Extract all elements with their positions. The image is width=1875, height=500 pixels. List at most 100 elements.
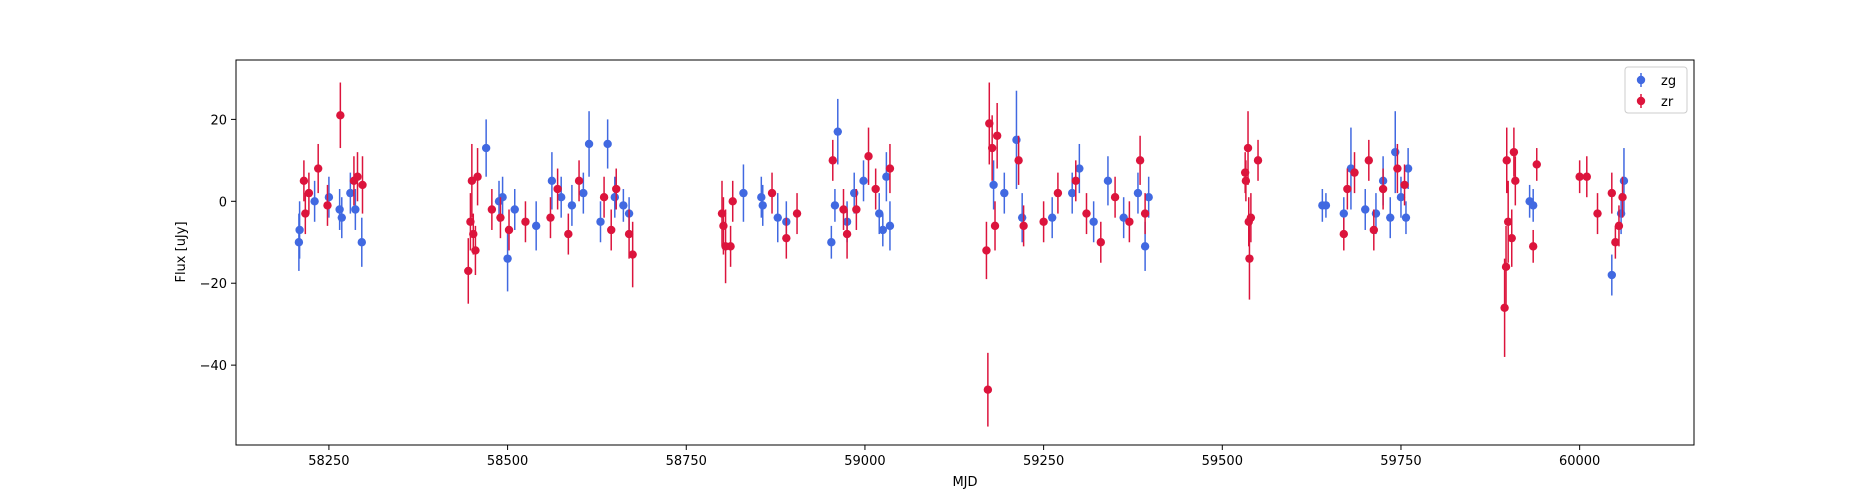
data-point-zr bbox=[1615, 222, 1623, 230]
data-point-zr bbox=[323, 201, 331, 209]
data-point-zr bbox=[353, 173, 361, 181]
data-point-zg bbox=[757, 193, 765, 201]
data-point-zg bbox=[827, 238, 835, 246]
data-point-zg bbox=[1141, 242, 1149, 250]
data-point-zr bbox=[1039, 218, 1047, 226]
legend-label-zg: zg bbox=[1661, 74, 1676, 89]
data-point-zr bbox=[471, 246, 479, 254]
data-point-zr bbox=[1136, 156, 1144, 164]
data-point-zg bbox=[1529, 201, 1537, 209]
data-point-zr bbox=[843, 230, 851, 238]
legend: zg zr bbox=[1625, 67, 1687, 113]
data-point-zr bbox=[864, 152, 872, 160]
data-point-zg bbox=[498, 193, 506, 201]
data-point-zg bbox=[532, 222, 540, 230]
data-point-zg bbox=[335, 205, 343, 213]
data-point-zr bbox=[1254, 156, 1262, 164]
data-point-zr bbox=[314, 164, 322, 172]
data-point-zr bbox=[726, 242, 734, 250]
data-point-zr bbox=[1141, 209, 1149, 217]
data-point-zr bbox=[564, 230, 572, 238]
data-point-zg bbox=[611, 193, 619, 201]
data-point-zr bbox=[871, 185, 879, 193]
y-tick-label: −40 bbox=[200, 359, 227, 374]
data-point-zg bbox=[338, 213, 346, 221]
data-point-zr bbox=[1072, 177, 1080, 185]
data-point-zr bbox=[829, 156, 837, 164]
data-point-zr bbox=[719, 222, 727, 230]
data-point-zg bbox=[1322, 201, 1330, 209]
data-point-zr bbox=[782, 234, 790, 242]
data-point-zg bbox=[1048, 213, 1056, 221]
data-point-zr bbox=[607, 226, 615, 234]
data-point-zg bbox=[1391, 148, 1399, 156]
data-point-zr bbox=[1014, 156, 1022, 164]
data-point-zg bbox=[1386, 213, 1394, 221]
data-point-zr bbox=[852, 205, 860, 213]
x-tick-label: 58250 bbox=[308, 454, 349, 469]
data-point-zg bbox=[886, 222, 894, 230]
data-point-zg bbox=[351, 205, 359, 213]
data-point-zr bbox=[1500, 304, 1508, 312]
data-point-zr bbox=[336, 111, 344, 119]
data-point-zr bbox=[1245, 254, 1253, 262]
data-point-zg bbox=[482, 144, 490, 152]
x-tick-label: 59250 bbox=[1023, 454, 1064, 469]
data-point-zg bbox=[1134, 189, 1142, 197]
data-point-zr bbox=[1082, 209, 1090, 217]
data-point-zr bbox=[1400, 181, 1408, 189]
data-point-zr bbox=[984, 386, 992, 394]
data-point-zr bbox=[886, 164, 894, 172]
data-point-zg bbox=[596, 218, 604, 226]
data-point-zg bbox=[989, 181, 997, 189]
data-point-zg bbox=[585, 140, 593, 148]
data-point-zr bbox=[1111, 193, 1119, 201]
data-point-zg bbox=[548, 177, 556, 185]
legend-marker-zr bbox=[1637, 97, 1645, 105]
data-point-zg bbox=[1372, 209, 1380, 217]
data-point-zg bbox=[603, 140, 611, 148]
data-point-zr bbox=[1242, 177, 1250, 185]
data-point-zr bbox=[358, 181, 366, 189]
data-point-zg bbox=[1402, 213, 1410, 221]
data-point-zg bbox=[1104, 177, 1112, 185]
data-point-zg bbox=[831, 201, 839, 209]
data-point-zg bbox=[1361, 205, 1369, 213]
data-point-zr bbox=[464, 267, 472, 275]
data-point-zr bbox=[1019, 222, 1027, 230]
data-point-zr bbox=[300, 177, 308, 185]
x-tick-label: 60000 bbox=[1559, 454, 1600, 469]
data-point-zr bbox=[1340, 230, 1348, 238]
data-point-zg bbox=[503, 254, 511, 262]
data-point-zg bbox=[310, 197, 318, 205]
legend-label-zr: zr bbox=[1661, 95, 1674, 110]
data-point-zg bbox=[325, 193, 333, 201]
data-point-zg bbox=[850, 189, 858, 197]
data-point-zr bbox=[612, 185, 620, 193]
data-point-zr bbox=[1511, 177, 1519, 185]
data-point-zr bbox=[1508, 234, 1516, 242]
data-point-zr bbox=[1343, 185, 1351, 193]
data-point-zg bbox=[759, 201, 767, 209]
data-point-zg bbox=[879, 226, 887, 234]
data-point-zr bbox=[1247, 213, 1255, 221]
x-tick-label: 58500 bbox=[487, 454, 528, 469]
data-point-zr bbox=[575, 177, 583, 185]
y-tick-label: 20 bbox=[210, 113, 227, 128]
data-point-zg bbox=[579, 189, 587, 197]
data-point-zr bbox=[521, 218, 529, 226]
data-point-zg bbox=[619, 201, 627, 209]
data-point-zg bbox=[774, 213, 782, 221]
data-point-zr bbox=[1618, 193, 1626, 201]
x-tick-label: 59750 bbox=[1380, 454, 1421, 469]
x-tick-label: 59500 bbox=[1202, 454, 1243, 469]
data-point-zg bbox=[358, 238, 366, 246]
data-point-zr bbox=[1575, 173, 1583, 181]
data-point-zr bbox=[1393, 164, 1401, 172]
data-point-zr bbox=[1533, 160, 1541, 168]
data-point-zr bbox=[469, 230, 477, 238]
data-point-zr bbox=[505, 226, 513, 234]
data-point-zr bbox=[1529, 242, 1537, 250]
